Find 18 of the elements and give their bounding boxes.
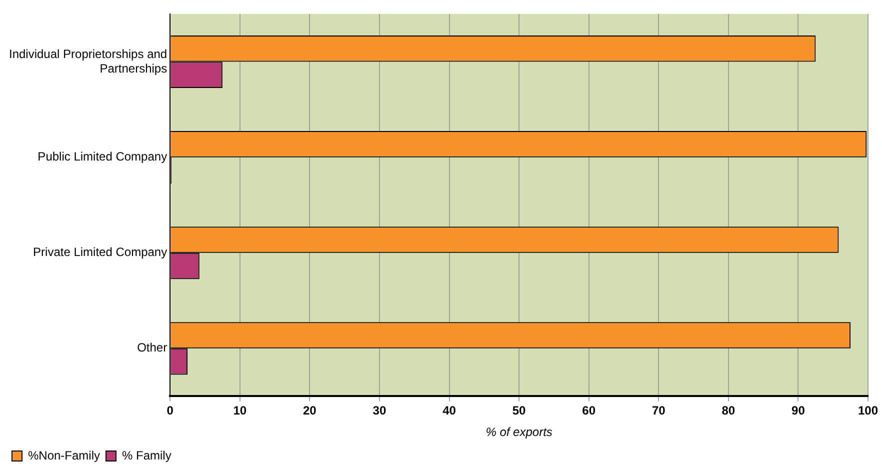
x-tick-label: 10 bbox=[233, 404, 247, 418]
x-tick-label: 70 bbox=[652, 404, 666, 418]
y-tick-label: Individual Proprietorships and Partnerships bbox=[9, 46, 168, 76]
x-tick-label: 100 bbox=[858, 404, 878, 418]
x-tick-label: 40 bbox=[442, 404, 456, 418]
x-tick-label: 90 bbox=[792, 404, 806, 418]
x-axis-title: % of exports bbox=[486, 425, 552, 440]
x-tick-label: 0 bbox=[166, 404, 174, 418]
y-tick-label: Other bbox=[137, 340, 168, 355]
x-tick-label: 50 bbox=[512, 404, 526, 418]
legend-label: % Family bbox=[122, 448, 172, 462]
x-tick-label: 20 bbox=[302, 404, 317, 418]
y-tick-label: Public Limited Company bbox=[38, 150, 168, 164]
legend-label: %Non-Family bbox=[28, 448, 100, 462]
x-tick-label: 80 bbox=[722, 404, 736, 418]
y-tick-label: Private Limited Company bbox=[33, 245, 168, 260]
x-tick-label: 30 bbox=[372, 404, 386, 418]
x-tick-label: 60 bbox=[582, 404, 596, 418]
